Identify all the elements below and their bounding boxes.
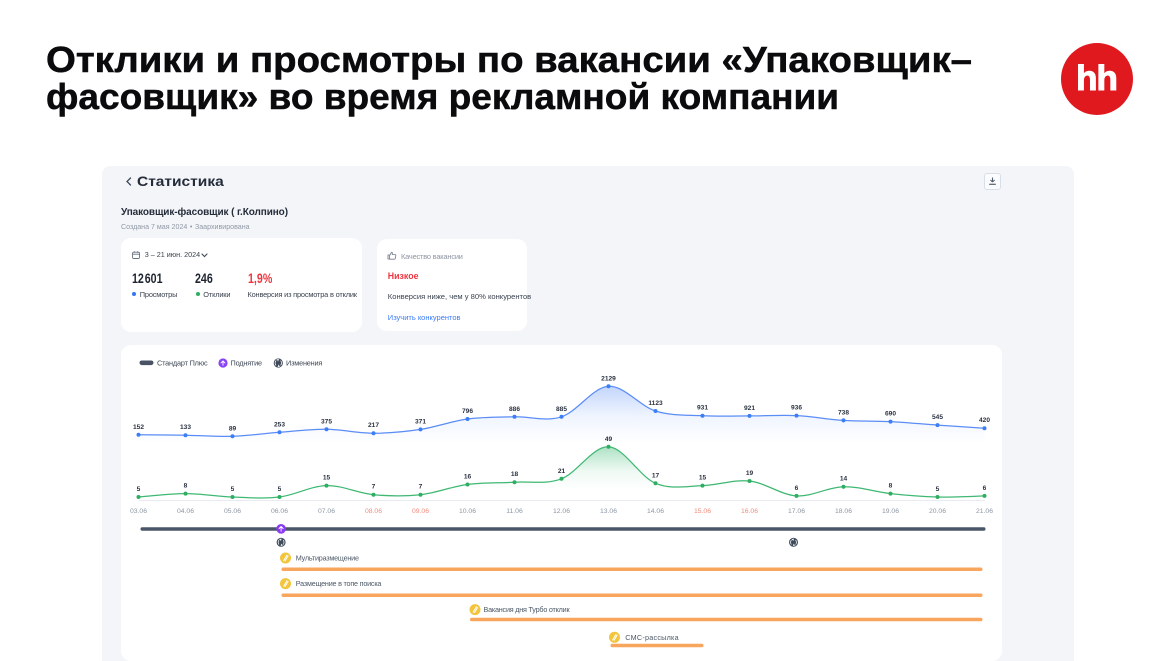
svg-text:13.06: 13.06	[599, 508, 616, 515]
svg-text:05.06: 05.06	[223, 508, 240, 515]
svg-text:15.06: 15.06	[693, 508, 710, 515]
svg-text:921: 921	[743, 405, 754, 412]
svg-text:420: 420	[978, 417, 989, 424]
svg-text:931: 931	[696, 405, 707, 412]
svg-text:49: 49	[604, 436, 612, 443]
svg-text:18.06: 18.06	[834, 508, 851, 515]
svg-text:375: 375	[320, 418, 331, 425]
svg-text:16.06: 16.06	[740, 508, 757, 515]
svg-text:06.06: 06.06	[270, 508, 287, 515]
svg-text:6: 6	[982, 485, 986, 492]
svg-text:152: 152	[132, 424, 143, 431]
svg-text:Мультиразмещение: Мультиразмещение	[295, 553, 358, 562]
svg-text:6: 6	[794, 485, 798, 492]
svg-text:5: 5	[136, 486, 140, 493]
svg-text:15: 15	[322, 475, 330, 482]
svg-text:796: 796	[461, 408, 472, 415]
svg-text:14.06: 14.06	[646, 508, 663, 515]
svg-text:7: 7	[418, 484, 422, 491]
svg-text:04.06: 04.06	[176, 508, 193, 515]
svg-text:16: 16	[463, 474, 471, 481]
svg-text:03.06: 03.06	[129, 508, 146, 515]
svg-text:885: 885	[555, 406, 566, 413]
svg-text:5: 5	[277, 486, 281, 493]
svg-text:07.06: 07.06	[317, 508, 334, 515]
svg-text:89: 89	[228, 425, 236, 432]
svg-text:886: 886	[508, 406, 519, 413]
svg-text:Вакансия дня Турбо отклик: Вакансия дня Турбо отклик	[483, 605, 570, 614]
svg-text:371: 371	[414, 418, 425, 425]
svg-text:17.06: 17.06	[787, 508, 804, 515]
svg-text:20.06: 20.06	[928, 508, 945, 515]
svg-text:Размещение в топе поиска: Размещение в топе поиска	[295, 579, 381, 588]
svg-text:19.06: 19.06	[881, 508, 898, 515]
svg-text:1123: 1123	[648, 400, 663, 407]
svg-text:10.06: 10.06	[458, 508, 475, 515]
svg-text:8: 8	[183, 483, 187, 490]
svg-text:133: 133	[179, 424, 190, 431]
svg-text:936: 936	[790, 405, 801, 412]
svg-text:21.06: 21.06	[975, 508, 992, 515]
svg-text:8: 8	[888, 483, 892, 490]
svg-text:545: 545	[931, 414, 942, 421]
svg-text:12.06: 12.06	[552, 508, 569, 515]
svg-text:2129: 2129	[601, 375, 616, 382]
svg-text:253: 253	[273, 421, 284, 428]
svg-text:7: 7	[371, 484, 375, 491]
svg-text:11.06: 11.06	[506, 508, 523, 515]
svg-text:17: 17	[651, 472, 659, 479]
svg-text:19: 19	[745, 470, 753, 477]
svg-text:738: 738	[837, 409, 848, 416]
svg-text:Поднятие: Поднятие	[230, 359, 262, 368]
svg-text:217: 217	[367, 422, 378, 429]
svg-text:5: 5	[230, 486, 234, 493]
svg-text:690: 690	[884, 411, 895, 418]
svg-text:15: 15	[698, 475, 706, 482]
svg-text:Стандарт Плюс: Стандарт Плюс	[157, 359, 208, 368]
svg-text:21: 21	[557, 468, 565, 475]
svg-text:СМС-рассылка: СМС-рассылка	[625, 633, 679, 642]
svg-text:Изменения: Изменения	[286, 359, 322, 368]
svg-text:5: 5	[935, 486, 939, 493]
svg-text:08.06: 08.06	[364, 508, 381, 515]
svg-text:14: 14	[839, 476, 847, 483]
svg-text:09.06: 09.06	[411, 508, 428, 515]
svg-text:18: 18	[510, 471, 518, 478]
